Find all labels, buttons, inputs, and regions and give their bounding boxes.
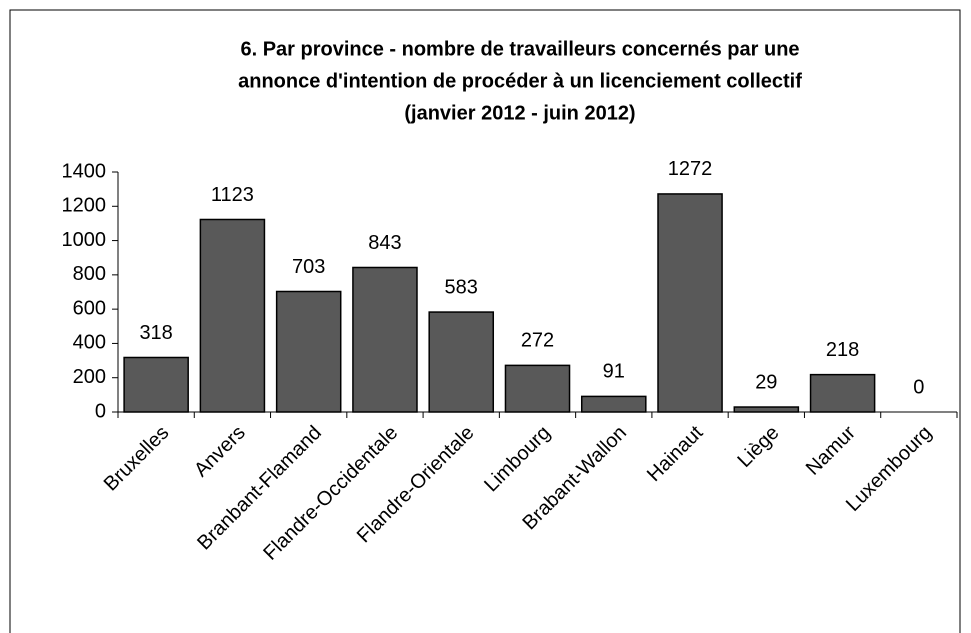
data-label: 218 [826, 339, 859, 361]
y-tick-label: 0 [95, 400, 106, 422]
y-tick-label: 600 [73, 297, 106, 319]
data-label: 1272 [668, 158, 713, 180]
data-label: 843 [368, 232, 401, 254]
data-label: 318 [139, 322, 172, 344]
chart-title: 6. Par province - nombre de travailleurs… [240, 38, 799, 60]
bar [199, 218, 266, 413]
bar [352, 266, 418, 413]
bar [504, 364, 571, 413]
bar [123, 356, 189, 413]
y-tick-label: 800 [73, 263, 106, 285]
bar [657, 193, 723, 413]
chart-title: annonce d'intention de procéder à un lic… [238, 70, 802, 92]
y-tick-label: 1400 [62, 160, 107, 182]
data-label: 272 [521, 330, 554, 352]
data-label: 0 [913, 376, 924, 398]
bar [733, 406, 800, 413]
y-tick-label: 1200 [62, 195, 107, 217]
data-label: 583 [445, 276, 478, 298]
bar [275, 290, 342, 413]
bar [580, 395, 647, 413]
y-tick-label: 200 [73, 366, 106, 388]
chart-title: (janvier 2012 - juin 2012) [404, 102, 635, 124]
y-tick-label: 1000 [62, 229, 107, 251]
y-tick-label: 400 [73, 332, 106, 354]
bar [809, 373, 876, 413]
data-label: 91 [603, 361, 625, 383]
bar [428, 311, 495, 413]
data-label: 1123 [211, 184, 254, 206]
data-label: 703 [292, 256, 325, 278]
data-label: 29 [755, 371, 777, 393]
